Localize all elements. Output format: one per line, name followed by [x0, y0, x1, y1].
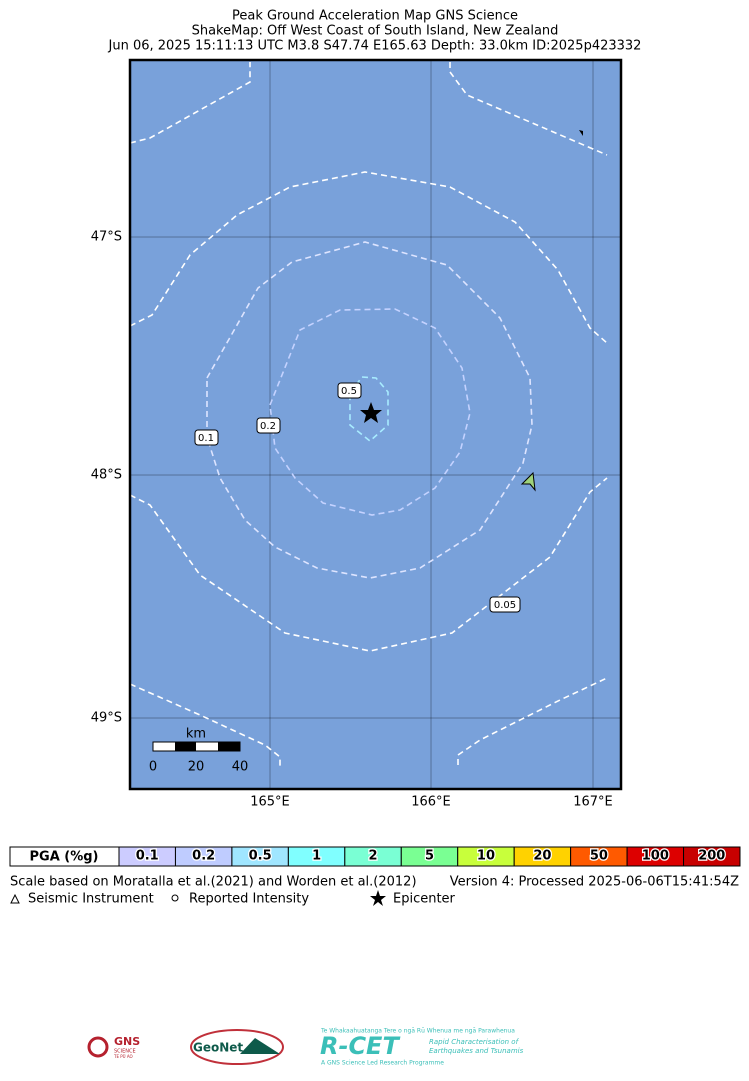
- island: [520, 471, 536, 492]
- svg-text:0.5: 0.5: [341, 386, 357, 397]
- legend-swatch: [683, 846, 741, 867]
- footer-note: Scale based on Moratalla et al.(2021) an…: [10, 875, 417, 890]
- legend-symbol: Seismic Instrument: [28, 892, 154, 907]
- svg-text:0.1: 0.1: [198, 433, 214, 444]
- legend-symbol: Epicenter: [393, 892, 456, 907]
- title-line: Peak Ground Acceleration Map GNS Science: [232, 9, 518, 24]
- lat-label: 49°S: [91, 711, 122, 726]
- legend-bin-label: 1: [312, 849, 321, 864]
- gns-icon: [87, 1036, 109, 1058]
- contour-label: 0.5: [337, 382, 362, 399]
- lat-label: 47°S: [91, 230, 122, 245]
- epicenter-icon: [370, 890, 386, 906]
- lon-label: 165°E: [250, 795, 290, 810]
- legend-title: PGA (%g): [30, 850, 99, 865]
- scale-label: 0: [149, 760, 157, 775]
- geonet-mountain: [240, 1038, 280, 1054]
- svg-text:0.2: 0.2: [260, 421, 276, 432]
- instrument-icon: [10, 893, 20, 904]
- rcet-logo: Rapid Characterisation of: [429, 1038, 520, 1046]
- map: 0.5 0.2 0.1 0.05 km 0 20 40 47°S 48°S 49…: [91, 58, 623, 810]
- svg-text:0.05: 0.05: [494, 600, 516, 611]
- rcet-logo: A GNS Science Led Research Programme: [321, 1060, 444, 1067]
- lat-label: 48°S: [91, 468, 122, 483]
- contour-label: 0.1: [194, 429, 219, 446]
- epicenter: [360, 402, 382, 423]
- scale-unit: km: [186, 727, 206, 742]
- rcet-logo: R-CET: [320, 1032, 400, 1060]
- legend-bin-label: 200: [698, 849, 725, 864]
- rcet-logo: Te Whakaahuatanga Tere o ngā Rū Whenua m…: [320, 1028, 515, 1035]
- intensity-icon: [171, 894, 179, 902]
- legend-symbol: Reported Intensity: [189, 892, 309, 907]
- legend: PGA (%g) 0.1 0.2 0.5 1 2 5 10 20 50 100 200: [9, 846, 741, 867]
- legend-bin-label: 2: [369, 849, 378, 864]
- legend-bin-label: 10: [477, 849, 495, 864]
- contour-005: [129, 62, 608, 767]
- legend-bin-label: 0.5: [249, 849, 272, 864]
- gns-logo: GNS: [114, 1035, 140, 1048]
- title-line: Jun 06, 2025 15:11:13 UTC M3.8 S47.74 E1…: [108, 39, 642, 54]
- contour-05: [349, 376, 389, 443]
- footer-version: Version 4: Processed 2025-06-06T15:41:54…: [450, 875, 739, 890]
- ocean: [130, 60, 621, 789]
- contour-label: 0.2: [256, 417, 281, 434]
- geonet-ring: [190, 1029, 284, 1065]
- legend-bin-label: 5: [425, 849, 434, 864]
- contour-01: [206, 241, 533, 579]
- legend-bin-label: 20: [533, 849, 551, 864]
- rcet-logo: Earthquakes and Tsunamis: [429, 1047, 524, 1055]
- island: [579, 130, 583, 136]
- geonet-logo: GeoNet: [193, 1041, 243, 1055]
- legend-bin-label: 0.1: [136, 849, 159, 864]
- scale-label: 20: [188, 760, 205, 775]
- map-frame: [128, 58, 623, 791]
- lon-label: 166°E: [411, 795, 451, 810]
- legend-bin-label: 50: [590, 849, 608, 864]
- scale-label: 40: [232, 760, 249, 775]
- gns-logo: SCIENCE: [114, 1049, 136, 1055]
- legend-bin-label: 100: [642, 849, 669, 864]
- scale-bar: km 0 20 40: [149, 727, 248, 775]
- legend-bin-label: 0.2: [192, 849, 215, 864]
- gns-logo: TE PŪ AO: [113, 1054, 133, 1059]
- contour-label: 0.05: [489, 596, 521, 613]
- logos: GNS SCIENCE TE PŪ AO GeoNet Te Whakaahua…: [87, 1028, 524, 1067]
- contour-02: [269, 308, 471, 516]
- lon-label: 167°E: [573, 795, 613, 810]
- title-line: ShakeMap: Off West Coast of South Island…: [192, 24, 559, 39]
